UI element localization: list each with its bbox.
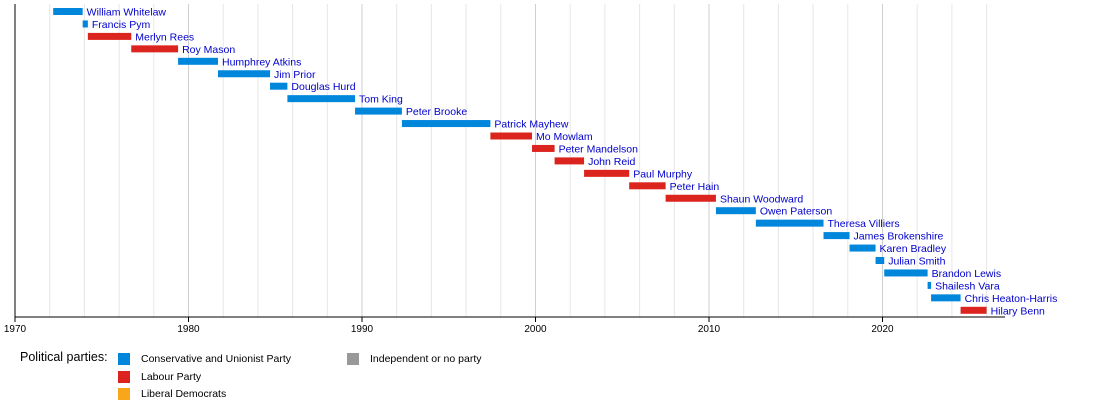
legend-item-ind: Independent or no party: [347, 352, 482, 366]
term-bar: [82, 20, 88, 28]
term-bar: [960, 306, 987, 314]
term-bar: [53, 8, 83, 15]
term-bar: [927, 281, 932, 289]
officeholder-label: Merlyn Rees: [135, 31, 194, 43]
officeholder-label: Owen Paterson: [760, 206, 833, 218]
legend-swatch-lab: [118, 371, 130, 383]
term-bar: [629, 182, 666, 190]
officeholder-label: Brandon Lewis: [932, 268, 1001, 280]
officeholder-timeline-chart: 1970 1980 1990 2000 2010 2020 William Whitela…: [4, 4, 1058, 335]
x-tick-label: 1980: [177, 324, 200, 335]
axes: [14, 4, 1005, 318]
x-tick-label: 2020: [871, 324, 894, 335]
term-bar: [554, 157, 585, 165]
officeholder-label: Peter Brooke: [406, 106, 467, 118]
term-bar: [355, 107, 402, 115]
officeholder-label: John Reid: [588, 156, 635, 168]
term-bar: [131, 45, 179, 53]
officeholder-label: Mo Mowlam: [536, 131, 593, 143]
term-bar: [823, 232, 850, 240]
officeholder-label: Patrick Mayhew: [494, 119, 569, 131]
term-bar: [217, 70, 271, 78]
legend-item-con: Conservative and Unionist Party: [118, 352, 291, 366]
term-bar: [665, 194, 716, 202]
x-tick-label: 2000: [524, 324, 547, 335]
term-bar: [715, 207, 756, 215]
officeholder-label: Francis Pym: [92, 19, 151, 31]
term-bar: [532, 144, 555, 152]
officeholder-label: Peter Mandelson: [559, 143, 639, 155]
legend-swatch-ind: [347, 353, 359, 365]
term-bar: [287, 95, 356, 103]
term-bar: [401, 120, 491, 128]
officeholder-label: Peter Hain: [670, 181, 720, 193]
officeholder-label: Shaun Woodward: [720, 193, 803, 205]
x-tick-label: 1970: [4, 324, 27, 335]
term-bar: [931, 294, 961, 302]
legend-label-con: Conservative and Unionist Party: [141, 353, 291, 365]
legend-item-lab: Labour Party: [118, 370, 201, 384]
term-bar: [270, 82, 288, 90]
term-bar: [584, 169, 630, 177]
legend-title: Political parties:: [20, 350, 108, 364]
legend-label-lib: Liberal Democrats: [141, 388, 227, 400]
legend-item-lib: Liberal Democrats: [118, 387, 226, 401]
officeholder-label: Jim Prior: [274, 69, 316, 81]
officeholder-label: Shailesh Vara: [935, 280, 1000, 292]
term-bar: [87, 32, 132, 40]
officeholder-label: Julian Smith: [888, 256, 945, 268]
legend-label-ind: Independent or no party: [370, 353, 482, 365]
legend-swatch-lib: [118, 388, 130, 400]
officeholder-label: Karen Bradley: [880, 243, 947, 255]
legend-label-lab: Labour Party: [141, 371, 202, 383]
term-bar: [490, 132, 533, 140]
officeholder-label: Roy Mason: [182, 44, 235, 56]
officeholder-label: Tom King: [359, 94, 403, 106]
officeholder-label: Humphrey Atkins: [222, 56, 301, 68]
x-tick-label: 2010: [698, 324, 721, 335]
legend-swatch-con: [118, 353, 130, 365]
officeholder-label: William Whitelaw: [87, 7, 167, 19]
officeholder-label: James Brokenshire: [854, 231, 944, 243]
party-legend: Political parties: Conservative and Unio…: [0, 346, 1100, 400]
officeholder-label: Douglas Hurd: [291, 81, 355, 93]
officeholder-label: Paul Murphy: [633, 168, 693, 180]
x-tick-label: 1990: [351, 324, 374, 335]
term-bar: [884, 269, 928, 277]
grid-lines: [49, 4, 988, 317]
officeholder-label: Chris Heaton-Harris: [965, 293, 1058, 305]
term-bar: [178, 57, 218, 65]
x-axis-ticks: 1970 1980 1990 2000 2010 2020: [4, 317, 894, 335]
officeholder-label: Theresa Villiers: [828, 218, 900, 230]
term-bar: [755, 219, 824, 227]
term-bar: [849, 244, 876, 252]
officeholder-label: Hilary Benn: [991, 305, 1045, 317]
term-bar: [875, 257, 885, 264]
